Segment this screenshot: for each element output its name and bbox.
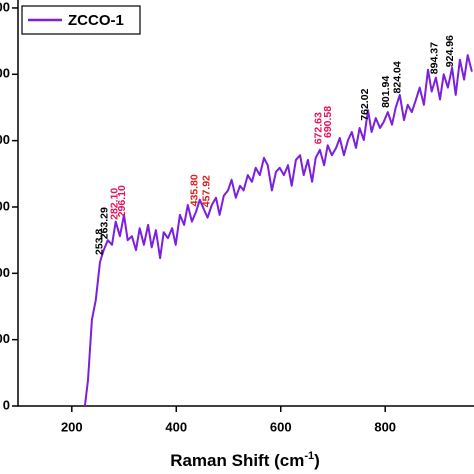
- y-tick-label: 400: [0, 132, 10, 147]
- peak-label: 435.80: [189, 174, 201, 206]
- legend: ZCCO-1: [21, 5, 141, 35]
- y-tick-label: 600: [0, 0, 10, 14]
- peak-label: 253.8: [94, 229, 106, 255]
- peak-label: 282.10: [108, 188, 120, 220]
- peak-label: 672.63: [312, 112, 324, 144]
- y-tick-label: 500: [0, 66, 10, 81]
- legend-label: ZCCO-1: [68, 12, 124, 29]
- peak-label: 690.58: [322, 106, 334, 138]
- y-tick-label: 200: [0, 265, 10, 280]
- spectrum-line: [83, 54, 473, 407]
- peak-label: 762.02: [359, 88, 371, 120]
- y-tick-label: 0: [3, 397, 10, 412]
- plot-frame: [17, 0, 474, 407]
- x-tick-label: 800: [374, 419, 396, 434]
- x-label-sup: -1: [304, 450, 314, 462]
- peak-label: 263.29: [99, 207, 111, 239]
- peak-label: 296.10: [116, 185, 128, 217]
- x-label-main: Raman Shift (cm: [170, 451, 304, 470]
- y-tick-label: 100: [0, 331, 10, 346]
- peak-label: 801.94: [380, 76, 392, 108]
- peak-label: 924.96: [444, 35, 456, 67]
- x-tick-label: 400: [165, 419, 187, 434]
- x-tick-label: 600: [270, 419, 292, 434]
- y-tick-label: 300: [0, 198, 10, 213]
- x-tick-label: 200: [61, 419, 83, 434]
- x-axis-label: Raman Shift (cm-1): [170, 450, 320, 471]
- peak-label: 457.92: [200, 175, 212, 207]
- peak-label: 894.37: [428, 42, 440, 74]
- peak-label: 824.04: [392, 61, 404, 93]
- x-label-end: ): [314, 451, 320, 470]
